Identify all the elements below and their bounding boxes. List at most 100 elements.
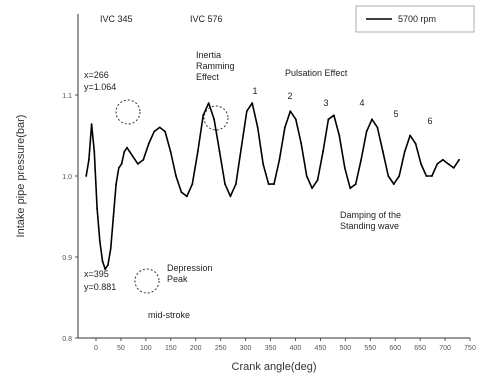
- data-point: [256, 126, 259, 129]
- data-point: [191, 183, 194, 186]
- data-point: [229, 195, 232, 198]
- data-point: [109, 248, 112, 250]
- data-point: [128, 150, 131, 153]
- data-point: [300, 142, 303, 145]
- data-point: [85, 175, 88, 177]
- data-point: [365, 130, 368, 133]
- data-point: [117, 167, 120, 169]
- data-point: [126, 146, 128, 149]
- legend: 5700 rpm: [355, 5, 475, 33]
- data-point: [90, 123, 93, 126]
- data-point: [207, 102, 210, 104]
- data-point: [153, 130, 156, 133]
- annotation-label: x=395: [84, 269, 109, 279]
- y-tick-label: 0.8: [62, 336, 72, 343]
- annotation-label: Damping of the Standing wave: [340, 210, 401, 231]
- annotation-label: 3: [323, 98, 328, 108]
- series: [85, 102, 460, 270]
- data-point: [376, 126, 379, 129]
- x-tick-label: 50: [117, 345, 125, 352]
- data-point: [327, 118, 330, 121]
- x-tick-label: 550: [364, 345, 376, 352]
- annotation-label: 6: [427, 116, 432, 126]
- data-point: [112, 215, 115, 218]
- data-point: [273, 183, 275, 186]
- x-tick-label: 250: [215, 345, 227, 352]
- data-point: [289, 110, 292, 113]
- data-point: [387, 175, 390, 177]
- data-point: [436, 163, 439, 165]
- legend-label: 5700 rpm: [398, 14, 436, 24]
- annotation-label: IVC 345: [100, 14, 133, 24]
- data-point: [278, 158, 281, 161]
- data-point: [93, 150, 96, 153]
- data-point: [441, 158, 444, 161]
- x-tick-label: 750: [464, 345, 476, 352]
- data-point: [392, 183, 395, 186]
- data-point: [147, 142, 150, 145]
- data-point: [360, 158, 362, 161]
- data-point: [120, 163, 123, 165]
- x-tick-label: 350: [265, 345, 277, 352]
- annotation-label: mid-stroke: [148, 310, 190, 320]
- data-point: [420, 163, 422, 165]
- y-tick-label: 1.0: [62, 174, 72, 181]
- x-tick-label: 500: [339, 345, 351, 352]
- data-point: [186, 195, 188, 198]
- highlight-circle-inertia: [203, 105, 229, 131]
- data-point: [96, 207, 98, 210]
- data-point: [403, 150, 406, 153]
- data-point: [158, 126, 161, 129]
- x-tick-label: 700: [439, 345, 451, 352]
- annotation-label: y=0.881: [84, 282, 116, 292]
- data-point: [218, 150, 221, 153]
- data-point: [262, 163, 264, 165]
- data-point: [180, 191, 183, 194]
- data-point: [98, 239, 101, 242]
- data-point: [311, 187, 313, 190]
- data-point: [294, 118, 297, 121]
- x-tick-label: 450: [315, 345, 327, 352]
- annotation-label: Depression Peak: [167, 263, 213, 284]
- highlight-circle-depression: [134, 268, 160, 294]
- data-point: [447, 163, 450, 165]
- x-tick-label: 100: [140, 345, 152, 352]
- data-point: [202, 114, 205, 117]
- data-point: [452, 167, 455, 169]
- data-point: [382, 150, 384, 153]
- data-point: [305, 175, 308, 177]
- data-point: [123, 150, 126, 153]
- data-point: [213, 118, 216, 121]
- annotation-label: Pulsation Effect: [285, 68, 348, 78]
- annotation-label: 1: [252, 86, 257, 96]
- annotation-label: 4: [359, 98, 364, 108]
- data-point: [169, 150, 172, 153]
- x-tick-label: 300: [240, 345, 252, 352]
- x-axis-label: Crank angle(deg): [232, 361, 317, 373]
- annotations: IVC 345 IVC 576 Inertia Ramming Effect Pulsat…: [84, 14, 433, 320]
- data-point: [104, 268, 107, 270]
- data-point: [245, 110, 248, 113]
- data-point: [322, 150, 324, 153]
- data-point: [142, 158, 145, 161]
- highlight-circle-peak: [115, 99, 141, 125]
- data-point: [164, 130, 167, 133]
- annotation-label: x=266: [84, 70, 109, 80]
- y-tick-label: 1.1: [62, 93, 72, 100]
- x-tick-label: 0: [94, 345, 98, 352]
- y-axis-label: Intake pipe pressure(bar): [15, 115, 27, 238]
- data-point: [284, 126, 286, 129]
- data-point: [137, 163, 139, 165]
- data-point: [131, 154, 134, 157]
- data-point: [101, 260, 104, 262]
- data-point: [224, 183, 226, 186]
- tick-labels: 0 50 100 150 200 250 300 350 400 450 500 550 600 650 7…: [62, 93, 476, 352]
- data-point: [251, 102, 254, 104]
- data-point: [267, 183, 270, 186]
- data-point: [88, 158, 90, 161]
- data-point: [409, 134, 411, 137]
- data-point: [333, 114, 335, 117]
- data-point: [115, 183, 117, 186]
- data-point: [349, 187, 352, 190]
